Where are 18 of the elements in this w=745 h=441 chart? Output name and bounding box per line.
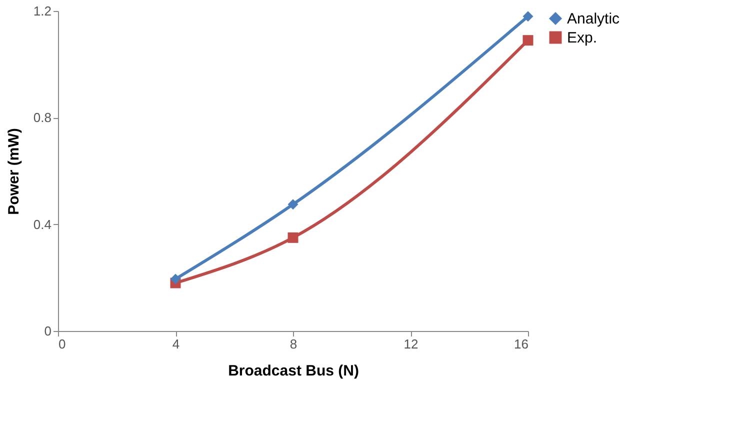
y-tick-label: 1.2 <box>33 4 52 18</box>
point <box>522 11 534 22</box>
point <box>522 35 534 46</box>
legend-label: Exp. <box>567 30 598 46</box>
y-tick-label: 0.4 <box>33 216 52 232</box>
x-tick-label: 12 <box>404 336 418 352</box>
x-axis-title: Broadcast Bus (N) <box>228 362 359 380</box>
y-tick-label: 0.8 <box>33 110 52 126</box>
legend-label: Analytic <box>567 10 620 28</box>
point <box>288 199 298 210</box>
x-tick-label: 8 <box>290 336 298 352</box>
x-tick-label: 0 <box>58 336 66 352</box>
x-tick-label: 4 <box>172 336 180 352</box>
y-tick-label: 0 <box>44 324 52 338</box>
point <box>170 274 181 284</box>
y-axis-title: Power (mW) <box>5 128 22 215</box>
point <box>288 232 298 243</box>
x-tick-label: 16 <box>514 336 528 352</box>
